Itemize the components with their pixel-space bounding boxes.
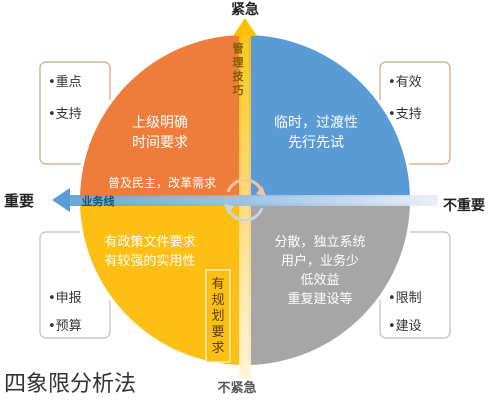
side-box-items-top-left: •重点 •支持 <box>48 74 82 122</box>
quadrant-line: 先行先试 <box>288 135 344 151</box>
quadrant-line: 重复建设等 <box>287 291 352 307</box>
quadrant-line: 低效益 <box>300 273 339 288</box>
quadrant-line: 临时，过渡性 <box>274 115 358 131</box>
side-box-item: •预算 <box>48 319 82 334</box>
horizontal-axis-text: 业务线 <box>82 194 115 208</box>
quadrant-bottom-right <box>245 200 410 365</box>
down-strip-char: 有 <box>211 277 224 292</box>
down-strip-char: 划 <box>211 309 224 324</box>
quadrant-line: 时间要求 <box>132 135 188 151</box>
caption: 四象限分析法 <box>4 372 137 397</box>
down-strip <box>205 269 231 363</box>
side-box-items-top-right: •有效 •支持 <box>388 75 422 122</box>
up-arrow-icon <box>233 18 257 36</box>
left-arrow-text: 普及民主，改革需求 <box>108 176 216 190</box>
down-strip-char: 规 <box>211 293 224 308</box>
vertical-axis-char: 技 <box>233 69 245 83</box>
side-box-item: •限制 <box>388 291 422 306</box>
side-box-item: •建设 <box>388 319 422 334</box>
quadrant-bottom-left <box>80 200 245 365</box>
quadrant-line: 有政策文件要求 <box>104 234 195 250</box>
center-cycle-icon <box>226 178 264 193</box>
quadrant-top-right <box>245 35 410 200</box>
vertical-axis-char: 巧 <box>233 84 244 97</box>
side-box-item: •申报 <box>48 291 82 306</box>
left-arrow-icon <box>52 188 70 212</box>
quadrant-line: 用户，业务少 <box>281 253 359 269</box>
down-strip-char: 要 <box>211 325 224 340</box>
horizontal-axis-bar <box>62 195 438 206</box>
axis-label-top: 紧急 <box>231 1 259 18</box>
down-strip-char: 求 <box>211 341 224 356</box>
quadrant-line: 上级明确 <box>132 115 188 131</box>
side-box-item: •支持 <box>388 107 422 122</box>
side-box-item: •有效 <box>388 75 422 90</box>
quadrant-line: 分散，独立系统 <box>274 235 365 250</box>
side-box-item: •支持 <box>48 107 82 122</box>
side-box-items-bottom-left: •申报 •预算 <box>48 291 82 334</box>
axis-label-bottom: 不紧急 <box>217 380 256 396</box>
quadrant-top-left <box>80 35 245 200</box>
axis-label-left: 重要 <box>4 192 34 210</box>
vertical-axis-char: 管 <box>233 41 244 55</box>
side-box-item: •重点 <box>48 74 82 90</box>
side-box-items-bottom-right: •限制 •建设 <box>388 291 422 334</box>
axis-label-right: 不重要 <box>443 197 485 214</box>
vertical-axis-char: 理 <box>233 56 244 69</box>
quadrant-line: 有较强的实用性 <box>104 253 195 269</box>
